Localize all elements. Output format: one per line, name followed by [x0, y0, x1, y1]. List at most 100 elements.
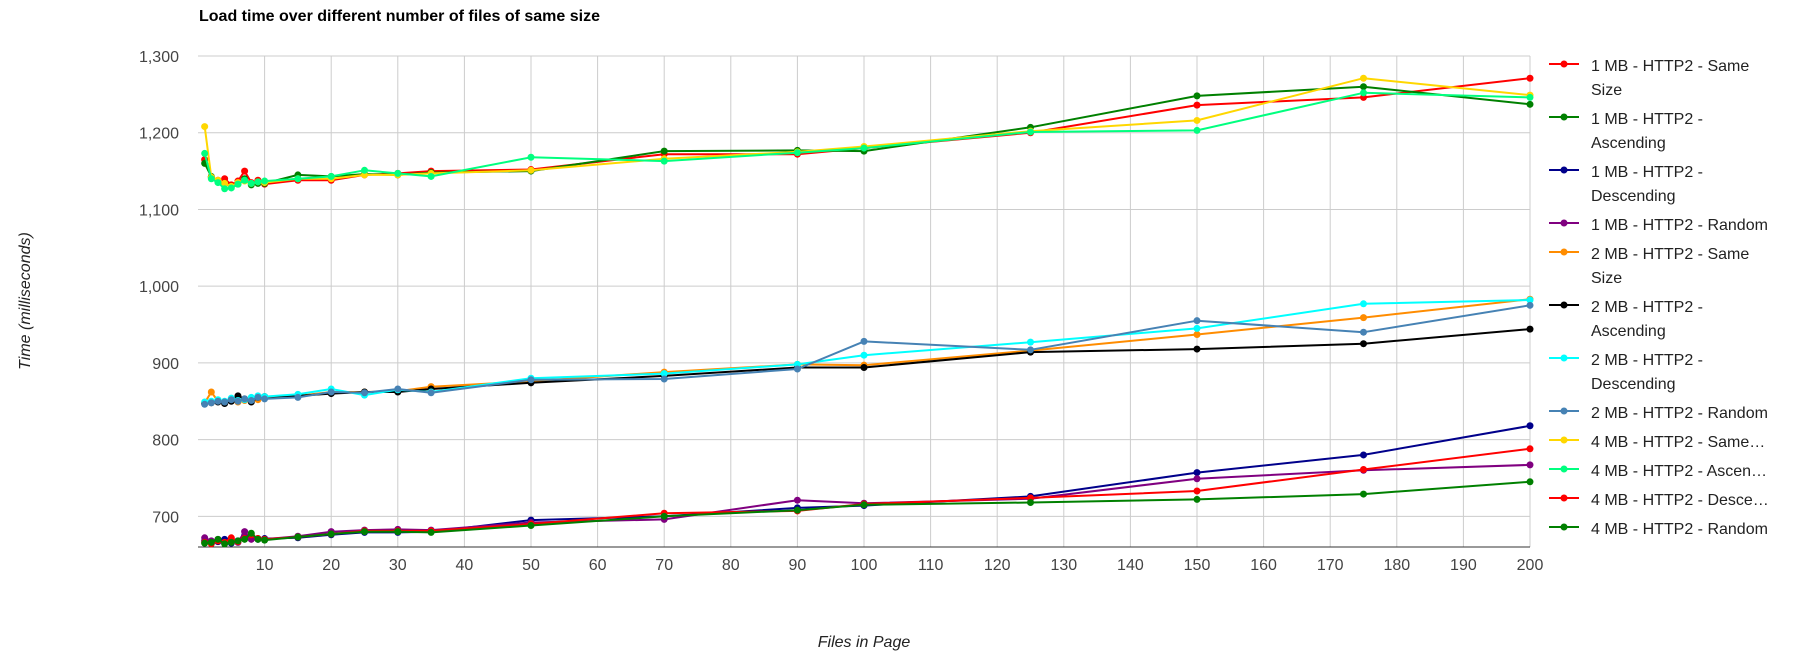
data-point[interactable] [227, 538, 235, 546]
data-point[interactable] [201, 149, 209, 157]
data-point[interactable] [294, 533, 302, 541]
legend-item[interactable]: 1 MB - HTTP2 - Random [1549, 217, 1768, 234]
data-point[interactable] [241, 176, 249, 184]
legend-item[interactable]: 1 MB - HTTP2 - Ascending [1549, 111, 1703, 152]
data-point[interactable] [1193, 317, 1201, 325]
data-point[interactable] [793, 365, 801, 373]
data-point[interactable] [1193, 475, 1201, 483]
data-point[interactable] [1360, 451, 1367, 459]
data-point[interactable] [261, 177, 269, 185]
data-point[interactable] [860, 501, 868, 509]
legend-item[interactable]: 1 MB - HTTP2 - Same Size [1549, 58, 1749, 99]
legend-item[interactable]: 2 MB - HTTP2 - Same Size [1549, 246, 1749, 287]
data-point[interactable] [1027, 128, 1034, 136]
data-point[interactable] [327, 172, 335, 180]
data-point[interactable] [227, 396, 235, 404]
data-point[interactable] [1526, 461, 1534, 469]
data-point[interactable] [793, 506, 801, 514]
data-point[interactable] [234, 537, 242, 545]
data-point[interactable] [1526, 301, 1534, 309]
data-point[interactable] [361, 389, 368, 397]
data-point[interactable] [241, 395, 249, 403]
data-point[interactable] [201, 400, 209, 408]
data-point[interactable] [201, 123, 209, 131]
data-point[interactable] [394, 528, 402, 536]
data-point[interactable] [254, 178, 262, 186]
data-point[interactable] [860, 351, 868, 359]
data-point[interactable] [1526, 422, 1534, 430]
data-point[interactable] [221, 185, 229, 193]
data-point[interactable] [1526, 325, 1534, 333]
data-point[interactable] [294, 393, 302, 401]
data-point[interactable] [207, 538, 215, 546]
data-point[interactable] [241, 535, 249, 543]
data-point[interactable] [1360, 300, 1367, 308]
data-point[interactable] [1360, 328, 1367, 336]
data-point[interactable] [793, 496, 801, 504]
data-point[interactable] [207, 388, 215, 396]
data-point[interactable] [1027, 346, 1034, 354]
data-point[interactable] [394, 385, 402, 393]
data-point[interactable] [1193, 330, 1201, 338]
data-point[interactable] [527, 166, 535, 174]
legend-item[interactable]: 2 MB - HTTP2 - Ascending [1549, 299, 1703, 340]
data-point[interactable] [234, 180, 242, 188]
data-point[interactable] [207, 399, 215, 407]
data-point[interactable] [1526, 478, 1534, 486]
data-point[interactable] [327, 530, 335, 538]
data-point[interactable] [247, 396, 255, 404]
data-point[interactable] [427, 528, 435, 536]
data-point[interactable] [1360, 490, 1367, 498]
data-point[interactable] [660, 157, 668, 165]
legend-item[interactable]: 1 MB - HTTP2 - Descending [1549, 164, 1703, 205]
data-point[interactable] [247, 179, 255, 187]
data-point[interactable] [527, 153, 535, 161]
data-point[interactable] [1360, 83, 1367, 91]
data-point[interactable] [394, 169, 402, 177]
data-point[interactable] [221, 179, 229, 187]
legend[interactable]: 1 MB - HTTP2 - Same Size 1 MB - HTTP2 - Asc… [1549, 58, 1769, 538]
data-point[interactable] [1360, 89, 1367, 97]
data-point[interactable] [860, 363, 868, 371]
data-point[interactable] [221, 398, 229, 406]
data-point[interactable] [1193, 116, 1201, 124]
data-point[interactable] [261, 536, 269, 544]
data-point[interactable] [527, 376, 535, 384]
data-point[interactable] [207, 175, 215, 183]
data-point[interactable] [1193, 487, 1201, 495]
data-point[interactable] [527, 522, 535, 530]
data-point[interactable] [427, 389, 435, 397]
data-point[interactable] [1193, 126, 1201, 134]
legend-item[interactable]: 4 MB - HTTP2 - Desce… [1549, 492, 1769, 509]
data-point[interactable] [1193, 495, 1201, 503]
data-point[interactable] [1360, 340, 1367, 348]
data-point[interactable] [1360, 74, 1367, 82]
data-point[interactable] [227, 184, 235, 192]
data-point[interactable] [1027, 499, 1034, 507]
data-point[interactable] [221, 540, 229, 548]
data-point[interactable] [327, 388, 335, 396]
data-point[interactable] [1526, 74, 1534, 82]
data-point[interactable] [214, 179, 222, 187]
data-point[interactable] [294, 175, 302, 183]
data-point[interactable] [1193, 345, 1201, 353]
data-point[interactable] [1193, 324, 1201, 332]
data-point[interactable] [1027, 338, 1034, 346]
data-point[interactable] [254, 535, 262, 543]
data-point[interactable] [247, 529, 255, 537]
data-point[interactable] [261, 395, 269, 403]
data-point[interactable] [1526, 296, 1534, 304]
data-point[interactable] [1526, 100, 1534, 108]
data-point[interactable] [241, 528, 249, 536]
data-point[interactable] [1360, 466, 1367, 474]
data-point[interactable] [201, 539, 209, 547]
data-point[interactable] [1193, 92, 1201, 100]
data-point[interactable] [860, 337, 868, 345]
legend-item[interactable]: 2 MB - HTTP2 - Descending [1549, 352, 1703, 393]
data-point[interactable] [234, 397, 242, 405]
data-point[interactable] [1526, 445, 1534, 453]
legend-item[interactable]: 4 MB - HTTP2 - Ascen… [1549, 463, 1767, 480]
data-point[interactable] [214, 397, 222, 405]
data-point[interactable] [241, 167, 249, 175]
data-point[interactable] [361, 166, 368, 174]
